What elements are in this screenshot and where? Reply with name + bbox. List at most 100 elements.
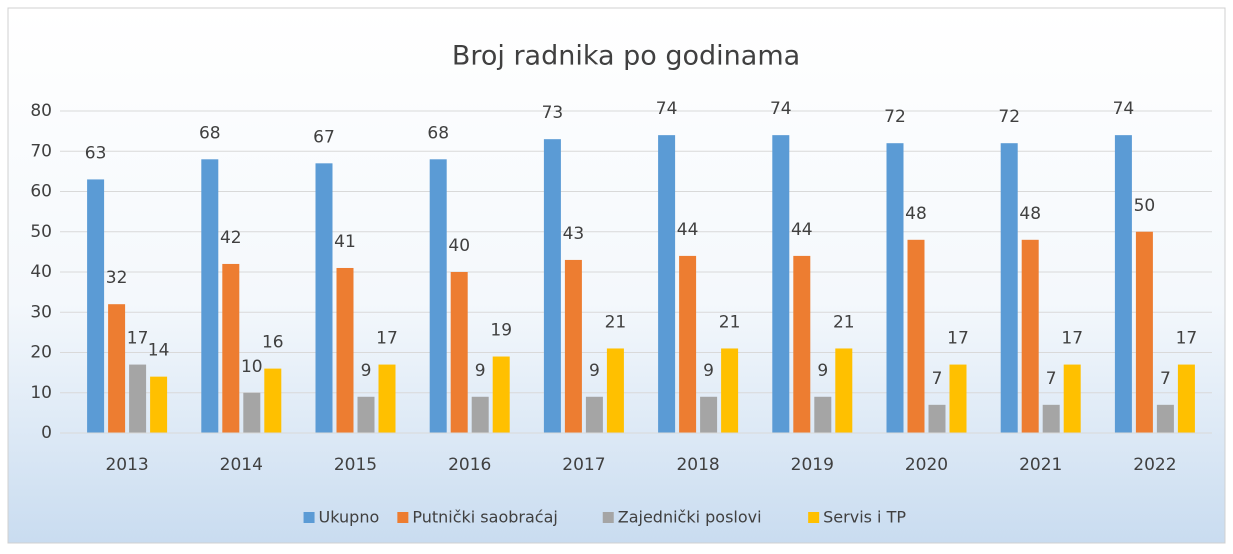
data-label: 40: [448, 236, 470, 256]
y-tick-label: 60: [30, 182, 52, 202]
data-label: 44: [677, 220, 699, 240]
x-tick-label: 2018: [676, 455, 719, 475]
bar: [721, 348, 739, 433]
x-tick-label: 2021: [1019, 455, 1062, 475]
y-tick-label: 50: [30, 222, 52, 242]
data-label: 17: [947, 329, 969, 349]
bar: [378, 364, 396, 433]
x-tick-label: 2020: [905, 455, 948, 475]
data-label: 42: [220, 228, 242, 248]
x-tick-label: 2015: [334, 455, 377, 475]
bar: [429, 159, 447, 434]
x-tick-label: 2019: [791, 455, 834, 475]
legend-label: Servis i TP: [823, 508, 906, 527]
bar: [949, 364, 967, 433]
data-label: 9: [589, 361, 600, 381]
data-label: 7: [1046, 369, 1057, 389]
data-label: 67: [313, 127, 335, 147]
data-label: 17: [1061, 329, 1083, 349]
bar: [1156, 404, 1174, 433]
bar: [315, 163, 333, 433]
bar: [108, 304, 126, 433]
bar: [492, 356, 510, 433]
x-tick-label: 2017: [562, 455, 605, 475]
data-label: 44: [791, 220, 813, 240]
data-label: 10: [241, 357, 263, 377]
data-label: 68: [427, 123, 449, 143]
x-tick-label: 2013: [105, 455, 148, 475]
data-label: 14: [148, 341, 170, 361]
data-label: 17: [1176, 329, 1198, 349]
data-label: 17: [376, 329, 398, 349]
data-label: 72: [884, 107, 906, 127]
legend-label: Ukupno: [319, 508, 380, 527]
data-label: 16: [262, 333, 284, 353]
bar: [658, 135, 676, 433]
bar: [814, 396, 832, 433]
bar: [1177, 364, 1195, 433]
data-label: 7: [1160, 369, 1171, 389]
bar: [1021, 239, 1039, 433]
y-tick-label: 80: [30, 101, 52, 121]
legend-label: Zajednički poslovi: [618, 508, 762, 527]
data-label: 21: [833, 312, 855, 332]
bar: [222, 263, 240, 433]
data-label: 9: [475, 361, 486, 381]
y-tick-label: 0: [41, 423, 52, 443]
y-tick-label: 10: [30, 383, 52, 403]
legend-swatch: [303, 512, 315, 523]
bar: [1135, 231, 1153, 433]
data-label: 48: [905, 204, 927, 224]
data-label: 17: [127, 329, 149, 349]
legend-swatch: [808, 512, 820, 523]
bar: [450, 272, 468, 433]
x-tick-label: 2022: [1133, 455, 1176, 475]
bar: [336, 267, 354, 433]
legend-swatch: [602, 512, 614, 523]
data-label: 43: [563, 224, 585, 244]
bar: [1000, 143, 1018, 433]
bar: [87, 179, 105, 433]
data-label: 74: [770, 99, 792, 119]
x-tick-label: 2014: [220, 455, 263, 475]
data-label: 19: [490, 321, 512, 341]
x-tick-label: 2016: [448, 455, 491, 475]
data-label: 7: [932, 369, 943, 389]
legend-label: Putnički saobraćaj: [412, 508, 557, 527]
bar: [357, 396, 375, 433]
bar: [1042, 404, 1060, 433]
data-label: 9: [817, 361, 828, 381]
bar: [928, 404, 946, 433]
bar: [201, 159, 219, 434]
bar: [564, 259, 582, 433]
bar: [585, 396, 603, 433]
data-label: 63: [85, 143, 107, 163]
data-label: 32: [106, 268, 128, 288]
data-label: 74: [656, 99, 678, 119]
bar: [772, 135, 790, 433]
data-label: 9: [703, 361, 714, 381]
bar: [471, 396, 489, 433]
data-label: 74: [1113, 99, 1135, 119]
bar: [886, 143, 904, 433]
bar: [543, 139, 561, 434]
legend-swatch: [397, 512, 409, 523]
data-label: 68: [199, 123, 221, 143]
data-label: 21: [605, 312, 627, 332]
y-tick-label: 20: [30, 343, 52, 363]
data-label: 41: [334, 232, 356, 252]
data-label: 9: [361, 361, 372, 381]
data-label: 21: [719, 312, 741, 332]
bar: [150, 376, 168, 433]
bar: [264, 368, 282, 433]
bar: [1063, 364, 1081, 433]
bar: [907, 239, 925, 433]
bar: [793, 255, 811, 433]
y-tick-label: 70: [30, 141, 52, 161]
bar: [700, 396, 718, 433]
data-label: 48: [1019, 204, 1041, 224]
data-label: 73: [542, 103, 564, 123]
y-tick-label: 30: [30, 302, 52, 322]
bar: [606, 348, 624, 433]
